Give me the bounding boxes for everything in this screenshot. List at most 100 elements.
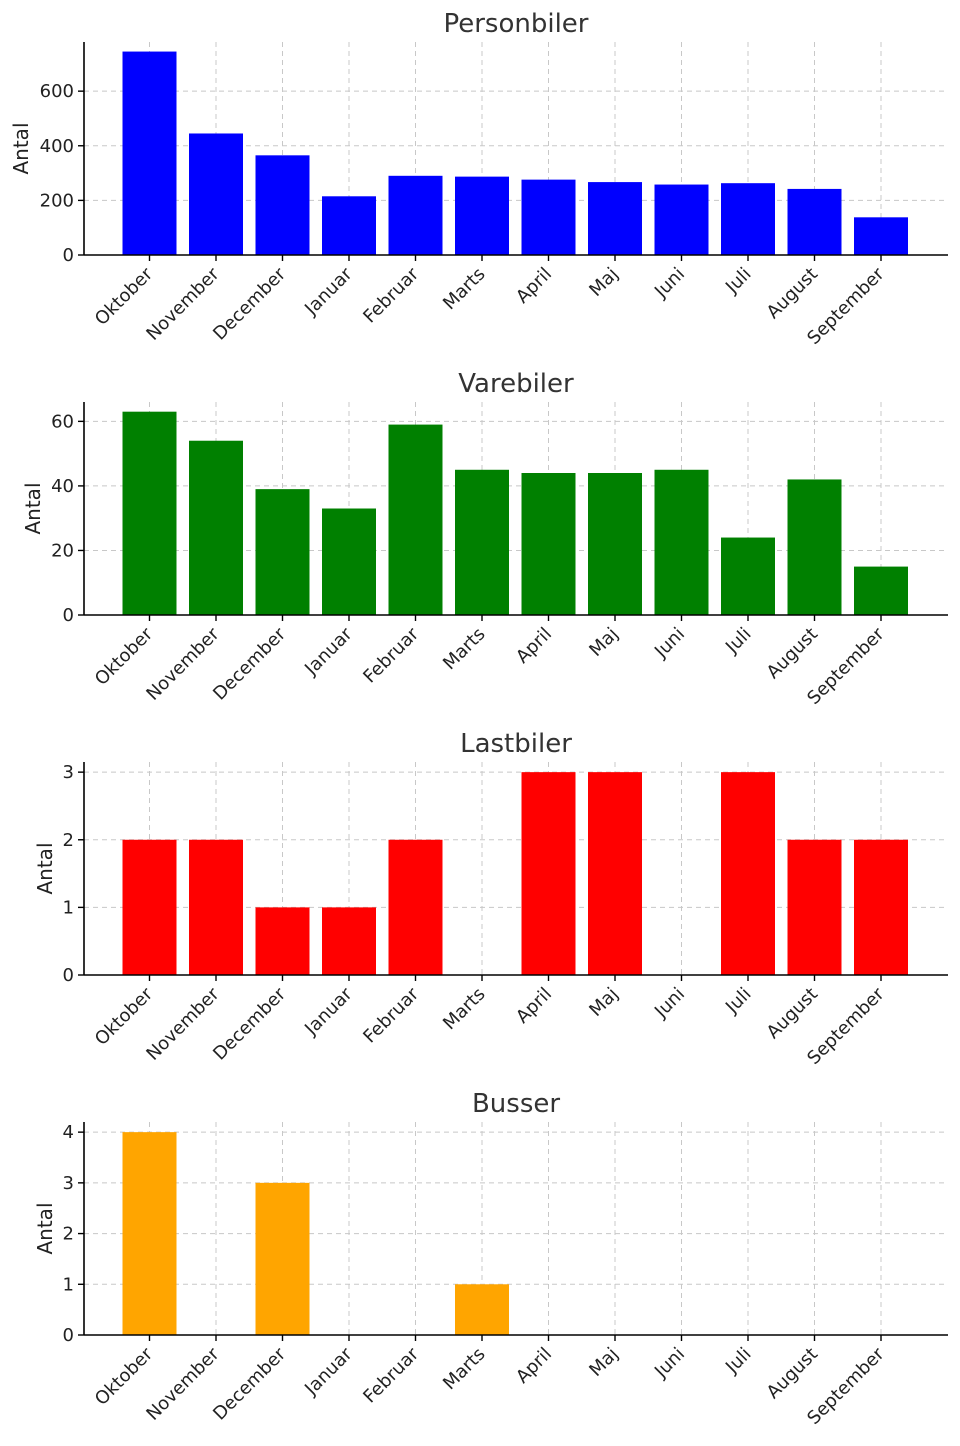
y-axis-label: Antal [33,842,57,894]
bar-januar [322,907,376,975]
y-tick-label: 2 [63,1224,74,1245]
bar-oktober [122,839,177,975]
x-tick-label-januar: Januar [300,623,357,680]
y-tick-label: 600 [40,81,74,102]
x-tick-label-oktober: Oktober [91,1343,158,1410]
x-tick-label-februar: Februar [359,983,423,1047]
bar-maj [588,473,642,615]
x-tick-label-juli: Juli [721,624,755,658]
bar-februar [388,424,443,615]
bar-december [255,155,310,255]
bar-april [521,772,576,975]
bar-november [189,133,243,255]
x-tick-label-marts: Marts [439,624,489,674]
y-tick-label: 1 [63,1274,74,1295]
x-tick-label-oktober: Oktober [91,983,158,1050]
bar-februar [388,175,443,255]
chart-title: Busser [472,1089,560,1119]
x-tick-label-marts: Marts [439,984,489,1034]
bar-juni [654,469,709,615]
x-tick-label-februar: Februar [359,263,423,327]
x-tick-label-august: August [763,984,822,1043]
y-tick-label: 2 [63,830,74,851]
x-tick-label-august: August [763,264,822,323]
bar-oktober [122,411,177,615]
x-tick-label-juni: Juni [650,984,689,1023]
x-tick-label-december: December [209,263,290,344]
x-tick-label-juli: Juli [721,264,755,298]
x-tick-label-maj: Maj [585,264,622,301]
x-tick-label-august: August [763,1344,822,1403]
x-tick-label-marts: Marts [439,264,489,314]
bar-februar [388,839,443,975]
bar-april [521,179,576,255]
y-tick-label: 200 [40,190,74,211]
x-tick-label-juni: Juni [650,264,689,303]
y-tick-label: 4 [63,1122,74,1143]
y-tick-label: 0 [63,245,74,266]
x-tick-label-april: April [512,1344,556,1388]
x-tick-label-januar: Januar [300,1343,357,1400]
y-tick-label: 20 [51,540,74,561]
bar-september [854,839,908,975]
bar-september [854,566,908,615]
chart-title: Personbiler [443,9,588,39]
bar-april [521,473,576,615]
bar-juli [721,772,775,975]
bar-oktober [122,51,177,255]
x-tick-label-april: April [512,984,556,1028]
x-tick-label-maj: Maj [585,984,622,1021]
y-tick-label: 0 [63,965,74,986]
x-tick-label-maj: Maj [585,624,622,661]
bar-maj [588,182,642,255]
x-tick-label-februar: Februar [359,623,423,687]
y-tick-label: 3 [63,1173,74,1194]
x-tick-label-april: April [512,624,556,668]
x-tick-label-marts: Marts [439,1344,489,1394]
y-tick-label: 0 [63,1325,74,1346]
y-axis-label: Antal [33,1202,57,1254]
x-tick-label-december: December [209,623,290,704]
bar-august [787,479,842,615]
chart-title: Lastbiler [460,729,572,759]
y-tick-label: 40 [51,476,74,497]
x-tick-label-oktober: Oktober [91,623,158,690]
bar-august [787,839,842,975]
bar-januar [322,508,376,615]
bar-marts [455,176,509,255]
bar-november [189,440,243,615]
x-tick-label-juni: Juni [650,624,689,663]
bar-december [255,1182,310,1335]
y-tick-label: 0 [63,605,74,626]
y-axis-label: Antal [9,122,33,174]
x-tick-label-oktober: Oktober [91,263,158,330]
x-tick-label-april: April [512,264,556,308]
x-tick-label-juli: Juli [721,984,755,1018]
x-tick-label-januar: Januar [300,983,357,1040]
bar-november [189,839,243,975]
bar-august [787,188,842,255]
y-tick-label: 400 [40,136,74,157]
x-tick-label-februar: Februar [359,1343,423,1407]
chart-title: Varebiler [458,369,574,399]
y-axis-label: Antal [21,482,45,534]
bar-januar [322,196,376,255]
x-tick-label-januar: Januar [300,263,357,320]
bar-maj [588,772,642,975]
y-tick-label: 3 [63,762,74,783]
bar-marts [455,469,509,615]
bar-oktober [122,1132,177,1335]
bar-juli [721,183,775,255]
bar-december [255,489,310,615]
bar-september [854,217,908,255]
y-tick-label: 1 [63,897,74,918]
bar-december [255,907,310,975]
x-tick-label-juli: Juli [721,1344,755,1378]
x-tick-label-juni: Juni [650,1344,689,1383]
x-tick-label-maj: Maj [585,1344,622,1381]
